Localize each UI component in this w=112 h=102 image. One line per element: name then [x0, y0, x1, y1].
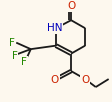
Text: F: F [9, 38, 15, 48]
Text: O: O [67, 1, 75, 11]
Text: O: O [51, 75, 59, 85]
Text: O: O [81, 75, 89, 85]
Text: F: F [12, 51, 17, 61]
Text: HN: HN [47, 23, 63, 33]
Text: F: F [21, 57, 27, 67]
